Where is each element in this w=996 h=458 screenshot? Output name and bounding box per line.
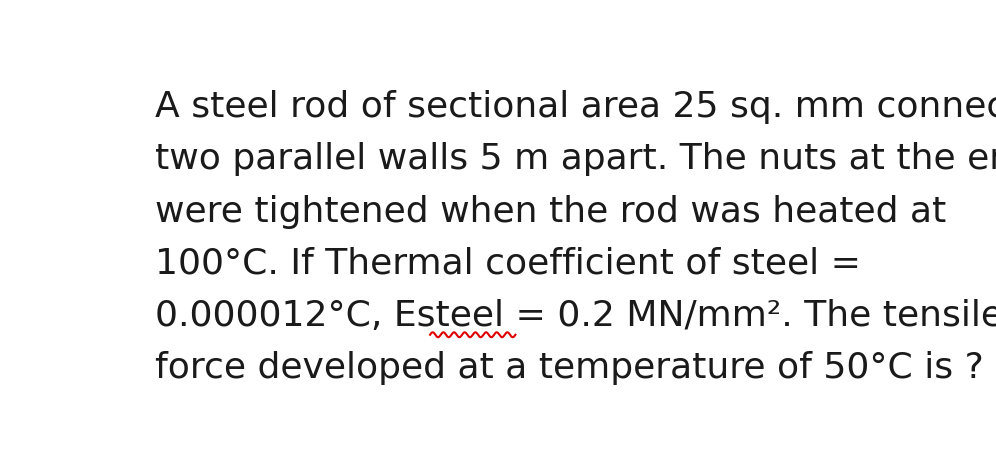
Text: two parallel walls 5 m apart. The nuts at the ends: two parallel walls 5 m apart. The nuts a…	[155, 142, 996, 176]
Text: were tightened when the rod was heated at: were tightened when the rod was heated a…	[155, 195, 946, 229]
Text: force developed at a temperature of 50°C is ?: force developed at a temperature of 50°C…	[155, 351, 984, 385]
Text: 100°C. If Thermal coefficient of steel =: 100°C. If Thermal coefficient of steel =	[155, 247, 862, 281]
Text: 0.000012°C, Esteel = 0.2 MN/mm². The tensile: 0.000012°C, Esteel = 0.2 MN/mm². The ten…	[155, 299, 996, 333]
Text: A steel rod of sectional area 25 sq. mm connects: A steel rod of sectional area 25 sq. mm …	[155, 90, 996, 124]
